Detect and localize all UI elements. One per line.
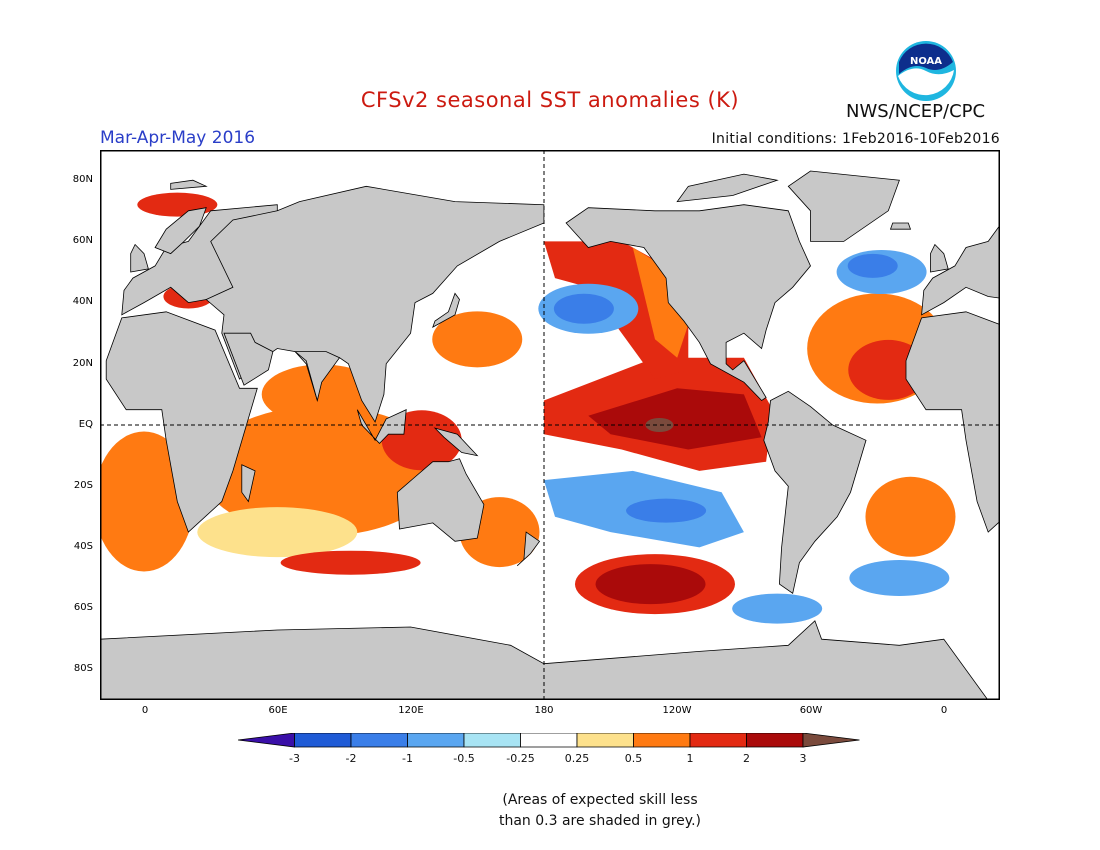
south-atlantic-cool-anomaly bbox=[849, 560, 950, 596]
colorbar-swatch bbox=[350, 733, 408, 748]
southern-ocean-cool-anomaly bbox=[732, 593, 823, 624]
el-nino-peak bbox=[645, 418, 674, 432]
skill-note: (Areas of expected skill less than 0.3 a… bbox=[440, 790, 760, 832]
skill-note-line: than 0.3 are shaded in grey.) bbox=[498, 813, 701, 829]
landmass-arabia bbox=[223, 332, 274, 386]
chart-title: CFSv2 seasonal SST anomalies (K) bbox=[360, 88, 740, 112]
lon-label: 0 bbox=[940, 705, 948, 716]
lat-label: 60S bbox=[73, 602, 93, 613]
agency-label: NWS/NCEP/CPC bbox=[846, 101, 986, 122]
colorbar-tick-label: -3 bbox=[289, 752, 300, 765]
colorbar-swatch bbox=[407, 733, 465, 748]
lat-label: 80N bbox=[72, 174, 93, 185]
colorbar-tick-label: -0.25 bbox=[506, 752, 535, 765]
noaa-logo: NOAA bbox=[896, 41, 956, 101]
colorbar-tick-label: 3 bbox=[799, 752, 807, 765]
south-pacific-cold-anomaly bbox=[626, 498, 707, 523]
lat-label: 60N bbox=[72, 235, 93, 246]
colorbar-swatch bbox=[520, 733, 578, 748]
sst-anomaly-map bbox=[100, 150, 1000, 700]
landmass-madagascar bbox=[241, 464, 256, 503]
lat-label: EQ bbox=[78, 419, 93, 430]
colorbar-swatch bbox=[689, 733, 747, 748]
landmass-uk-wrap bbox=[930, 243, 949, 273]
skill-note-line: (Areas of expected skill less bbox=[502, 792, 698, 808]
north-pacific-cold-anomaly bbox=[553, 293, 614, 324]
logo-text: NOAA bbox=[910, 56, 942, 67]
landmass-new-zealand bbox=[516, 531, 541, 567]
landmass-south-america bbox=[763, 390, 867, 594]
colorbar-swatch bbox=[463, 733, 521, 748]
lat-label: 40N bbox=[72, 296, 93, 307]
landmass-antarctica bbox=[100, 620, 989, 700]
lat-label: 40S bbox=[73, 541, 93, 552]
landmass-africa bbox=[105, 311, 258, 533]
lon-label: 60E bbox=[268, 705, 288, 716]
colorbar-tick-label: 0.25 bbox=[564, 752, 590, 765]
lon-label: 120E bbox=[398, 705, 424, 716]
landmass-greenland bbox=[787, 170, 900, 242]
landmass-scandinavia bbox=[154, 207, 207, 255]
north-atlantic-cold-anomaly bbox=[847, 253, 898, 278]
northwest-pacific-warm-anomaly bbox=[432, 311, 523, 368]
colorbar-swatch bbox=[238, 733, 295, 748]
map-frame bbox=[100, 150, 1000, 700]
south-atlantic-warm-anomaly bbox=[865, 476, 956, 557]
lat-label: 20N bbox=[72, 358, 93, 369]
landmass-australia bbox=[396, 458, 485, 542]
colorbar-swatch bbox=[294, 733, 352, 748]
anomaly-fields bbox=[100, 192, 956, 624]
lon-label: 120W bbox=[662, 705, 692, 716]
landmass-japan bbox=[432, 292, 460, 328]
colorbar-swatch bbox=[633, 733, 691, 748]
colorbar-tick-label: 1 bbox=[686, 752, 694, 765]
colorbar-tick-label: 2 bbox=[743, 752, 750, 765]
colorbar-tick-label: 0.5 bbox=[624, 752, 643, 765]
landmass-canadian-arctic-islands bbox=[676, 173, 779, 203]
colorbar-swatch bbox=[746, 733, 804, 748]
landmass-svalbard bbox=[170, 179, 208, 190]
season-label: Mar-Apr-May 2016 bbox=[100, 128, 256, 148]
landmass-sumatra-borneo bbox=[356, 409, 407, 444]
south-indian-mild-anomaly bbox=[197, 507, 358, 558]
land-masses bbox=[100, 170, 1000, 700]
colorbar-tick-label: -2 bbox=[345, 752, 357, 765]
landmass-uk bbox=[130, 243, 149, 273]
south-pacific-strong-anomaly bbox=[595, 564, 706, 605]
indian-ocean-warm-anomaly bbox=[261, 364, 382, 425]
colorbar-tick-label: -1 bbox=[402, 752, 413, 765]
lon-label: 60W bbox=[799, 705, 823, 716]
colorbar-swatch bbox=[802, 733, 860, 748]
landmass-new-guinea bbox=[433, 427, 479, 457]
lon-label: 180 bbox=[534, 705, 554, 716]
colorbar-swatch bbox=[576, 733, 634, 748]
el-nino-core bbox=[588, 388, 762, 450]
colorbar-tick-label: -0.5 bbox=[453, 752, 475, 765]
landmass-india bbox=[293, 351, 341, 403]
landmass-africa-east-wrap bbox=[905, 311, 1000, 533]
colorbar bbox=[238, 733, 860, 748]
lat-label: 80S bbox=[73, 663, 93, 674]
northeast-pacific-warm-anomaly bbox=[632, 247, 691, 358]
initial-conditions-label: Initial conditions: 1Feb2016-10Feb2016 bbox=[711, 131, 1000, 147]
southern-indian-warm-anomaly bbox=[280, 550, 421, 575]
nordic-sea-warm-anomaly bbox=[137, 192, 218, 217]
south-atlantic-warm-anomaly bbox=[100, 431, 194, 572]
landmass-europe-east-wrap bbox=[921, 224, 1000, 316]
landmass-north-america bbox=[565, 204, 811, 402]
landmass-iceland bbox=[889, 222, 912, 230]
landmass-asia bbox=[205, 185, 545, 423]
lat-label: 20S bbox=[73, 480, 93, 491]
lon-label: 0 bbox=[141, 705, 149, 716]
